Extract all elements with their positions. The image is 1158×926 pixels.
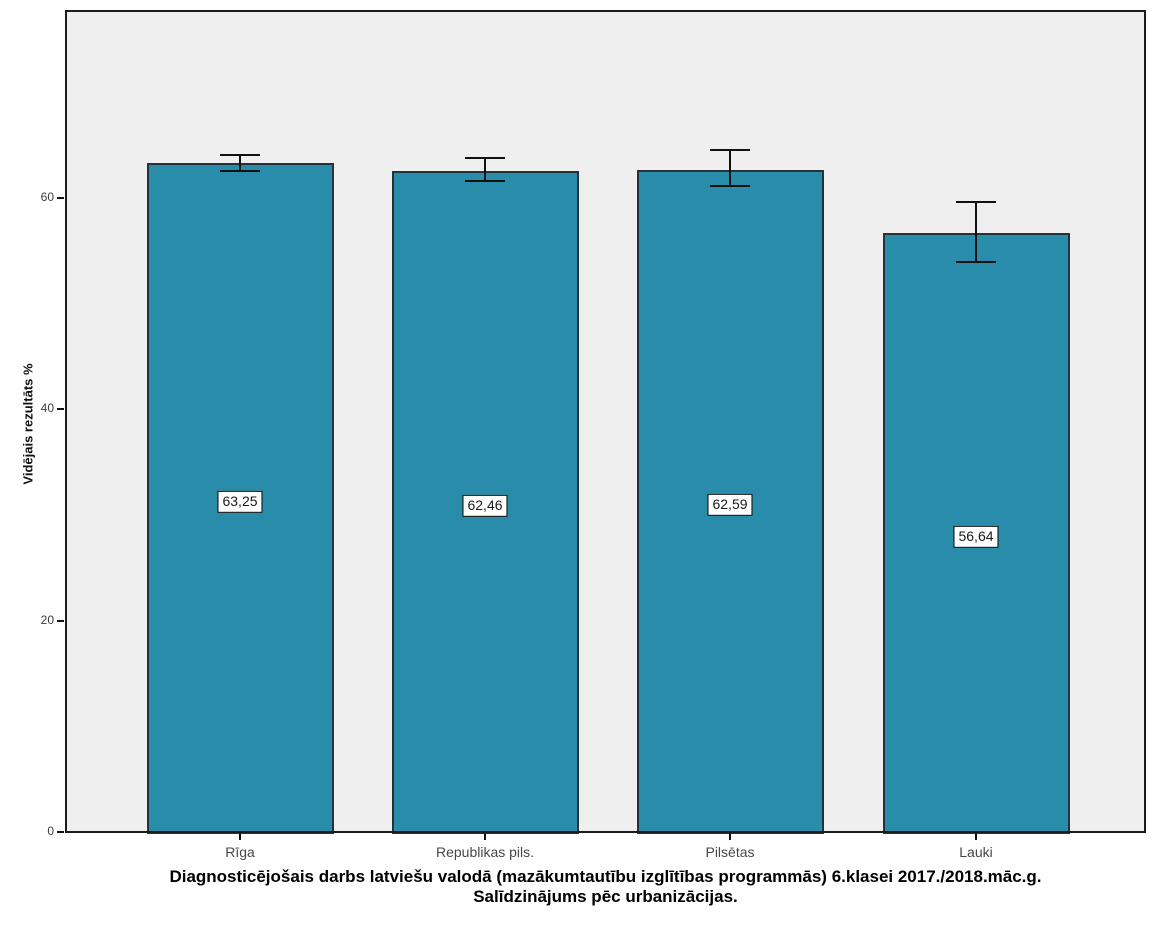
error-bar-line-3 [729,150,731,186]
chart-title-line-1: Diagnosticējošais darbs latviešu valodā … [169,867,1042,886]
error-bar-line-1 [239,155,241,171]
x-category-label-4: Lauki [959,844,993,860]
error-bar-cap-lower-1 [220,170,260,172]
bar-value-label-4: 56,64 [953,525,999,549]
bar-value-label-3: 62,59 [707,493,753,517]
error-bar-cap-upper-4 [956,201,996,203]
x-tick-1 [239,833,241,840]
error-bar-cap-lower-4 [956,261,996,263]
x-tick-3 [729,833,731,840]
x-tick-4 [975,833,977,840]
error-bar-cap-upper-2 [465,157,505,159]
error-bar-cap-upper-1 [220,154,260,156]
y-tick-label-20: 20 [40,613,54,627]
error-bar-line-2 [484,158,486,181]
chart-title-line-2: Salīdzinājums pēc urbanizācijas. [473,887,738,906]
error-bar-cap-upper-3 [710,149,750,151]
y-tick-60 [57,197,64,199]
y-tick-0 [57,831,64,833]
x-category-label-2: Republikas pils. [435,844,535,860]
y-tick-label-40: 40 [40,401,54,415]
y-tick-label-0: 0 [47,824,54,838]
error-bar-cap-lower-3 [710,185,750,187]
x-tick-2 [484,833,486,840]
chart-title: Diagnosticējošais darbs latviešu valodā … [65,867,1146,907]
error-bar-cap-lower-2 [465,180,505,182]
y-axis-title: Vidējais rezultāts % [20,363,36,485]
y-tick-40 [57,408,64,410]
error-bar-line-4 [975,202,977,262]
x-category-label-1: Rīga [225,844,255,860]
y-tick-20 [57,620,64,622]
bar-value-label-2: 62,46 [462,494,508,518]
x-category-label-3: Pilsētas [705,844,755,860]
bar-value-label-1: 63,25 [217,490,263,514]
y-tick-label-60: 60 [40,190,54,204]
